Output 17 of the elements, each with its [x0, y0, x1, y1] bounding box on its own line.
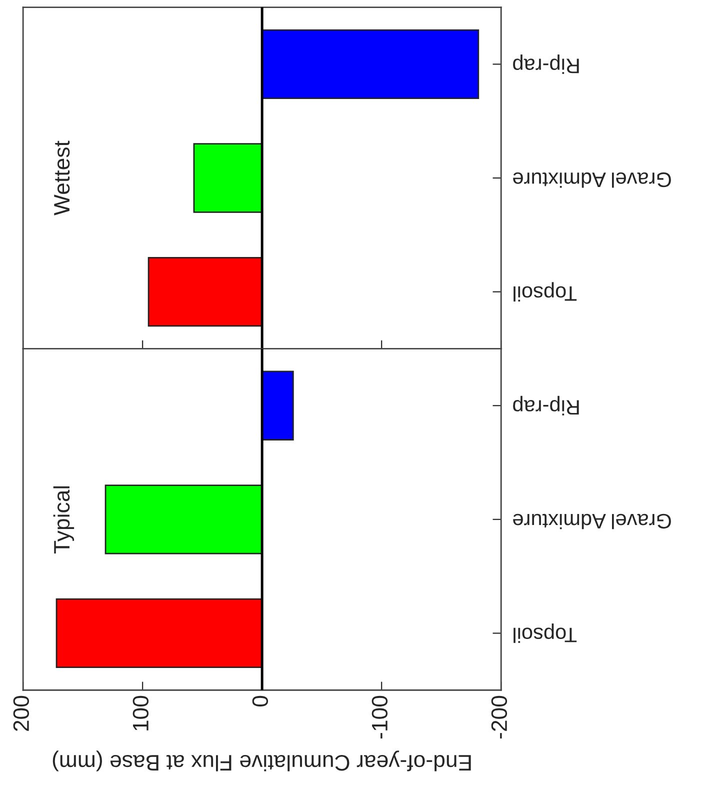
- y-tick-label: Gravel Admixture: [513, 514, 671, 530]
- y-tick-label: Gravel Admixture: [513, 172, 671, 188]
- y-tick-label: Topsoil: [514, 282, 577, 302]
- y-tick-label: Topsoil: [514, 624, 577, 643]
- y-tick-label: Rip-rap: [513, 54, 579, 74]
- x-tick-label: -200: [491, 696, 508, 738]
- x-tick-label: 100: [132, 696, 149, 730]
- x-axis-title: End-of-year Cumulative Flux at Base (mm): [52, 750, 471, 772]
- x-tick-label: -100: [372, 696, 388, 738]
- text: Typical: [53, 486, 74, 554]
- x-tick-label: 200: [13, 696, 30, 731]
- y-tick-label: Rip-rap: [513, 396, 579, 416]
- text: Wettest: [54, 140, 70, 216]
- bar: [56, 598, 263, 668]
- x-tick-label: 0: [252, 696, 268, 706]
- bar: [104, 484, 263, 554]
- bar: [261, 370, 294, 440]
